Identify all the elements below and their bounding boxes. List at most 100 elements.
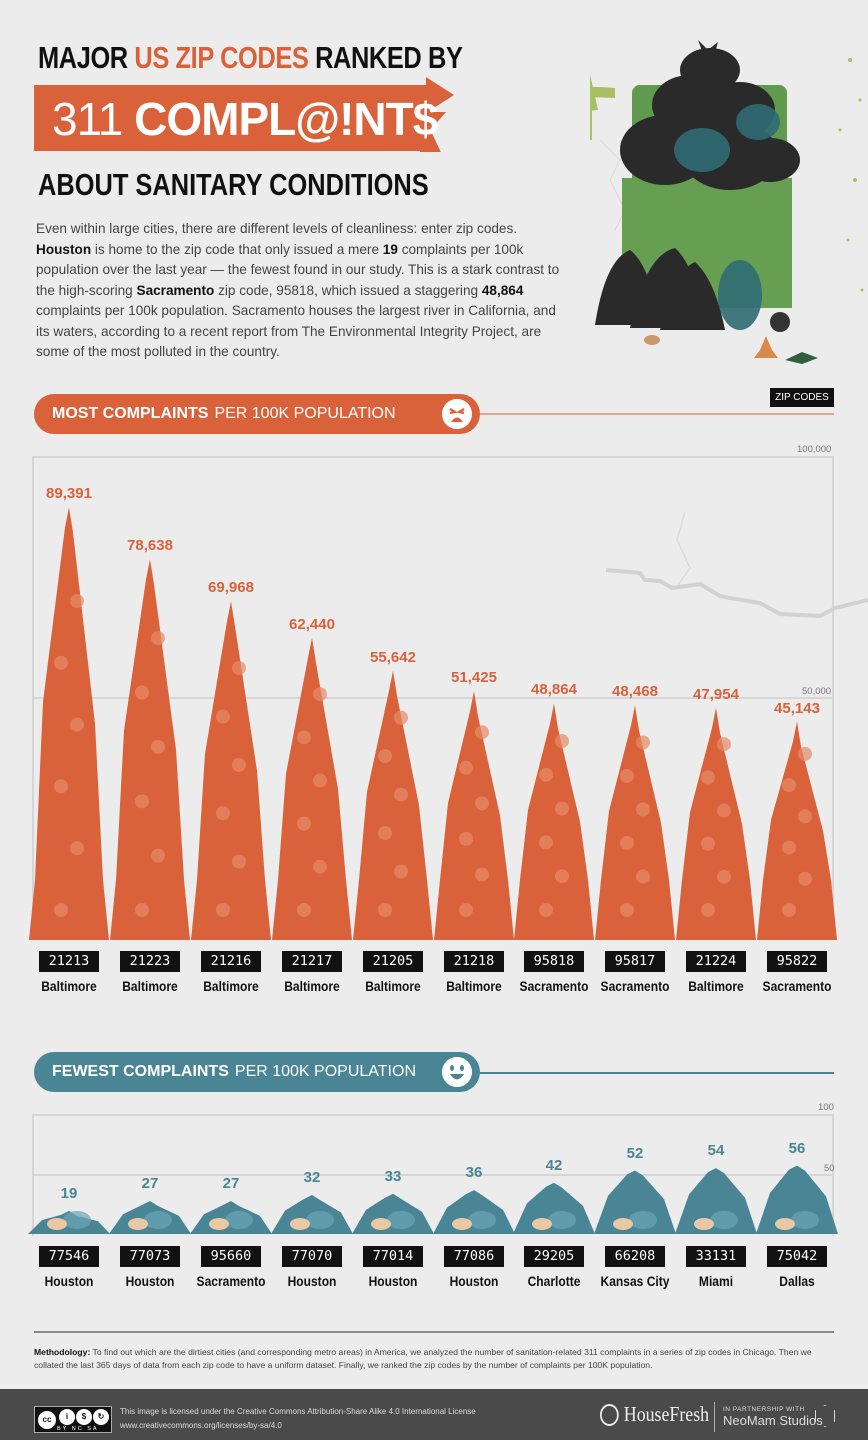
trash-pile-bar: [756, 1165, 838, 1234]
city-label: Sacramento: [519, 978, 589, 994]
zip-code-label: 95822: [767, 951, 827, 972]
methodology-text: Methodology: To find out which are the d…: [34, 1347, 812, 1370]
fewest-complaints-header: FEWEST COMPLAINTS PER 100K POPULATION: [34, 1052, 480, 1092]
city-label: Houston: [368, 1273, 418, 1289]
zip-code-label: 21205: [363, 951, 423, 972]
title-line-1: MAJOR US ZIP CODES RANKED BY: [38, 40, 463, 75]
partner-credit: IN PARTNERSHIP WITH NeoMam Studios: [723, 1406, 823, 1428]
zip-code-label: 21216: [201, 951, 261, 972]
value-label: 42: [545, 1156, 563, 1174]
city-label: Houston: [44, 1273, 94, 1289]
axis-label-50000: 50,000: [802, 686, 832, 697]
value-label: 45,143: [774, 699, 820, 717]
city-label: Miami: [698, 1273, 734, 1289]
value-label: 55,642: [370, 648, 416, 666]
value-label: 51,425: [451, 669, 497, 687]
zip-code-label: 75042: [767, 1246, 827, 1267]
spike-bar: [29, 507, 109, 940]
zip-code-label: 95817: [605, 951, 665, 972]
trash-pile-bar: [190, 1201, 272, 1234]
zip-codes-badge: ZIP CODES: [770, 388, 834, 407]
value-label: 32: [303, 1168, 321, 1186]
most-complaints-spikes: [29, 507, 837, 940]
value-label: 69,968: [208, 579, 254, 597]
trash-pile-bar: [28, 1210, 110, 1234]
city-label: Baltimore: [203, 978, 259, 994]
trash-pile-bar: [109, 1201, 191, 1234]
spike-bar: [757, 721, 837, 940]
trash-pile-bar: [352, 1193, 434, 1234]
most-complaints-header: MOST COMPLAINTS PER 100K POPULATION: [34, 394, 480, 434]
zip-code-label: 95660: [201, 1246, 261, 1267]
city-label: Dallas: [779, 1273, 815, 1289]
spike-bar: [595, 705, 675, 940]
fewest-complaints-piles: [28, 1165, 838, 1234]
spike-bar: [353, 670, 433, 940]
value-label: 27: [141, 1175, 159, 1193]
axis-label-100: 100: [818, 1102, 834, 1113]
zip-code-label: 77070: [282, 1246, 342, 1267]
title-banner: [34, 85, 430, 151]
creative-commons-badge[interactable]: cc i $ ↻ BY NC SA: [34, 1406, 112, 1433]
zip-code-label: 21223: [120, 951, 180, 972]
cc-icon: cc: [38, 1411, 56, 1429]
city-label: Baltimore: [284, 978, 340, 994]
trash-pile-bar: [271, 1194, 353, 1234]
gridline-50: [32, 1174, 834, 1176]
zip-code-label: 21213: [39, 951, 99, 972]
dumpster-illustration: [590, 40, 864, 364]
value-label: 19: [60, 1184, 78, 1202]
most-header-rule: [480, 413, 834, 415]
sa-icon: ↻: [93, 1409, 109, 1425]
spike-bar: [191, 601, 271, 940]
neomam-logo-icon[interactable]: [815, 1405, 835, 1427]
value-label: 48,468: [612, 683, 658, 701]
trash-pile-bar: [675, 1168, 757, 1234]
city-label: Baltimore: [122, 978, 178, 994]
footer-bar: [0, 1389, 868, 1440]
city-label: Charlotte: [527, 1273, 581, 1289]
happy-face-icon: [442, 1057, 472, 1087]
methodology-divider: [34, 1331, 834, 1333]
spike-bar: [676, 707, 756, 940]
value-label: 89,391: [46, 485, 92, 503]
value-label: 78,638: [127, 537, 173, 555]
crack-decoration: [605, 511, 868, 619]
value-label: 62,440: [289, 615, 335, 633]
city-label: Sacramento: [196, 1273, 266, 1289]
zip-code-label: 66208: [605, 1246, 665, 1267]
housefresh-logo[interactable]: HouseFresh: [600, 1402, 709, 1427]
city-label: Baltimore: [41, 978, 97, 994]
spike-bar: [110, 559, 190, 940]
footer-separator: [714, 1402, 715, 1432]
intro-paragraph: Even within large cities, there are diff…: [36, 221, 560, 359]
value-label: 36: [465, 1164, 483, 1182]
spike-bar: [514, 703, 594, 940]
housefresh-icon: [600, 1403, 619, 1426]
license-text: This image is licensed under the Creativ…: [120, 1405, 476, 1433]
city-label: Baltimore: [688, 978, 744, 994]
spike-bar: [434, 691, 514, 940]
banner-title: 311 COMPL@!NT$: [52, 93, 438, 145]
value-label: 56: [788, 1139, 806, 1157]
title-line-3: ABOUT SANITARY CONDITIONS: [38, 167, 429, 202]
nc-icon: $: [76, 1409, 92, 1425]
zip-code-label: 77086: [444, 1246, 504, 1267]
license-link[interactable]: www.creativecommons.org/licenses/by-sa/4…: [120, 1421, 282, 1430]
graffiti-x-icon: [590, 74, 615, 140]
fewest-header-rule: [480, 1072, 834, 1074]
value-label: 54: [707, 1142, 725, 1160]
city-label: Sacramento: [600, 978, 670, 994]
axis-label-100000: 100,000: [797, 444, 832, 455]
value-label: 52: [626, 1144, 644, 1162]
trash-pile-bar: [433, 1190, 515, 1234]
by-icon: i: [59, 1409, 75, 1425]
city-label: Houston: [449, 1273, 499, 1289]
city-label: Houston: [287, 1273, 337, 1289]
city-label: Houston: [125, 1273, 175, 1289]
zip-code-label: 95818: [524, 951, 584, 972]
value-label: 48,864: [531, 681, 577, 699]
gridline-50000: [32, 697, 834, 699]
zip-code-label: 21224: [686, 951, 746, 972]
value-label: 47,954: [693, 685, 739, 703]
